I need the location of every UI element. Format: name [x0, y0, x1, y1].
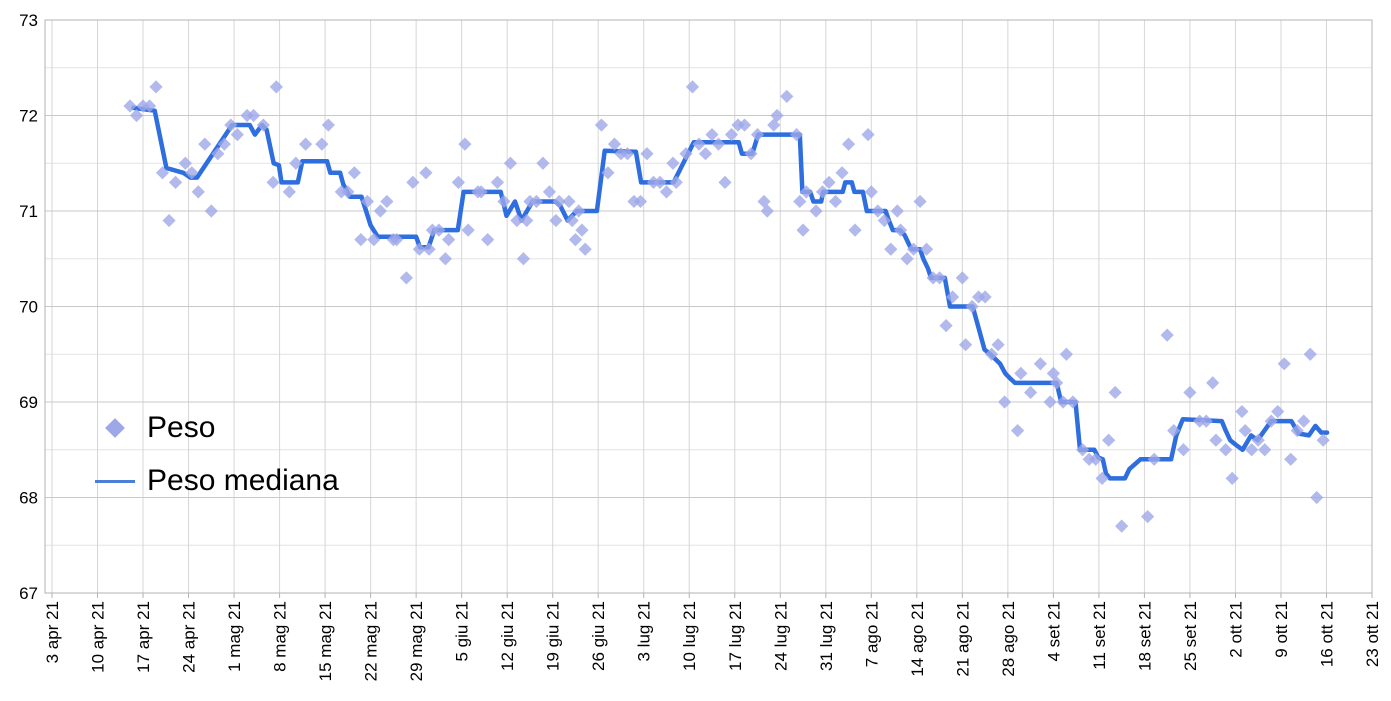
legend-item-peso: Peso	[95, 406, 339, 450]
svg-text:25 set 21: 25 set 21	[1181, 601, 1200, 671]
svg-text:11 set 21: 11 set 21	[1090, 601, 1109, 670]
svg-text:3 lug 21: 3 lug 21	[635, 601, 654, 662]
chart-legend: Peso Peso mediana	[95, 406, 339, 503]
svg-text:23 ott 21: 23 ott 21	[1363, 601, 1382, 667]
svg-text:67: 67	[19, 584, 38, 603]
svg-text:69: 69	[19, 393, 38, 412]
legend-label-peso: Peso	[147, 411, 216, 444]
svg-text:28 ago 21: 28 ago 21	[999, 601, 1018, 677]
svg-text:29 mag 21: 29 mag 21	[407, 601, 426, 681]
svg-text:10 lug 21: 10 lug 21	[680, 601, 699, 671]
legend-label-peso-mediana: Peso mediana	[147, 464, 339, 497]
svg-text:24 lug 21: 24 lug 21	[771, 601, 790, 671]
svg-text:68: 68	[19, 489, 38, 508]
svg-text:3 apr 21: 3 apr 21	[43, 601, 62, 663]
svg-text:18 set 21: 18 set 21	[1135, 601, 1154, 671]
svg-text:2 ott 21: 2 ott 21	[1226, 601, 1245, 658]
legend-item-peso-mediana: Peso mediana	[95, 459, 339, 503]
svg-text:26 giu 21: 26 giu 21	[589, 601, 608, 671]
svg-text:71: 71	[19, 202, 38, 221]
svg-text:8 mag 21: 8 mag 21	[271, 601, 290, 672]
svg-text:73: 73	[19, 11, 38, 30]
svg-text:16 ott 21: 16 ott 21	[1317, 601, 1336, 667]
svg-text:22 mag 21: 22 mag 21	[362, 601, 381, 681]
svg-text:12 giu 21: 12 giu 21	[498, 601, 517, 671]
svg-text:10 apr 21: 10 apr 21	[89, 601, 108, 673]
svg-text:1 mag 21: 1 mag 21	[225, 601, 244, 672]
svg-text:21 ago 21: 21 ago 21	[953, 601, 972, 677]
svg-text:19 giu 21: 19 giu 21	[544, 601, 563, 671]
svg-text:70: 70	[19, 298, 38, 317]
svg-text:31 lug 21: 31 lug 21	[817, 601, 836, 671]
line-marker-icon	[95, 479, 135, 483]
svg-text:4 set 21: 4 set 21	[1044, 601, 1063, 662]
diamond-marker-icon	[95, 418, 135, 438]
svg-text:17 lug 21: 17 lug 21	[726, 601, 745, 671]
svg-text:14 ago 21: 14 ago 21	[908, 601, 927, 677]
svg-text:5 giu 21: 5 giu 21	[453, 601, 472, 662]
svg-text:9 ott 21: 9 ott 21	[1272, 601, 1291, 658]
svg-text:72: 72	[19, 107, 38, 126]
svg-text:7 ago 21: 7 ago 21	[862, 601, 881, 667]
svg-text:15 mag 21: 15 mag 21	[316, 601, 335, 681]
svg-text:17 apr 21: 17 apr 21	[134, 601, 153, 673]
svg-text:24 apr 21: 24 apr 21	[180, 601, 199, 673]
